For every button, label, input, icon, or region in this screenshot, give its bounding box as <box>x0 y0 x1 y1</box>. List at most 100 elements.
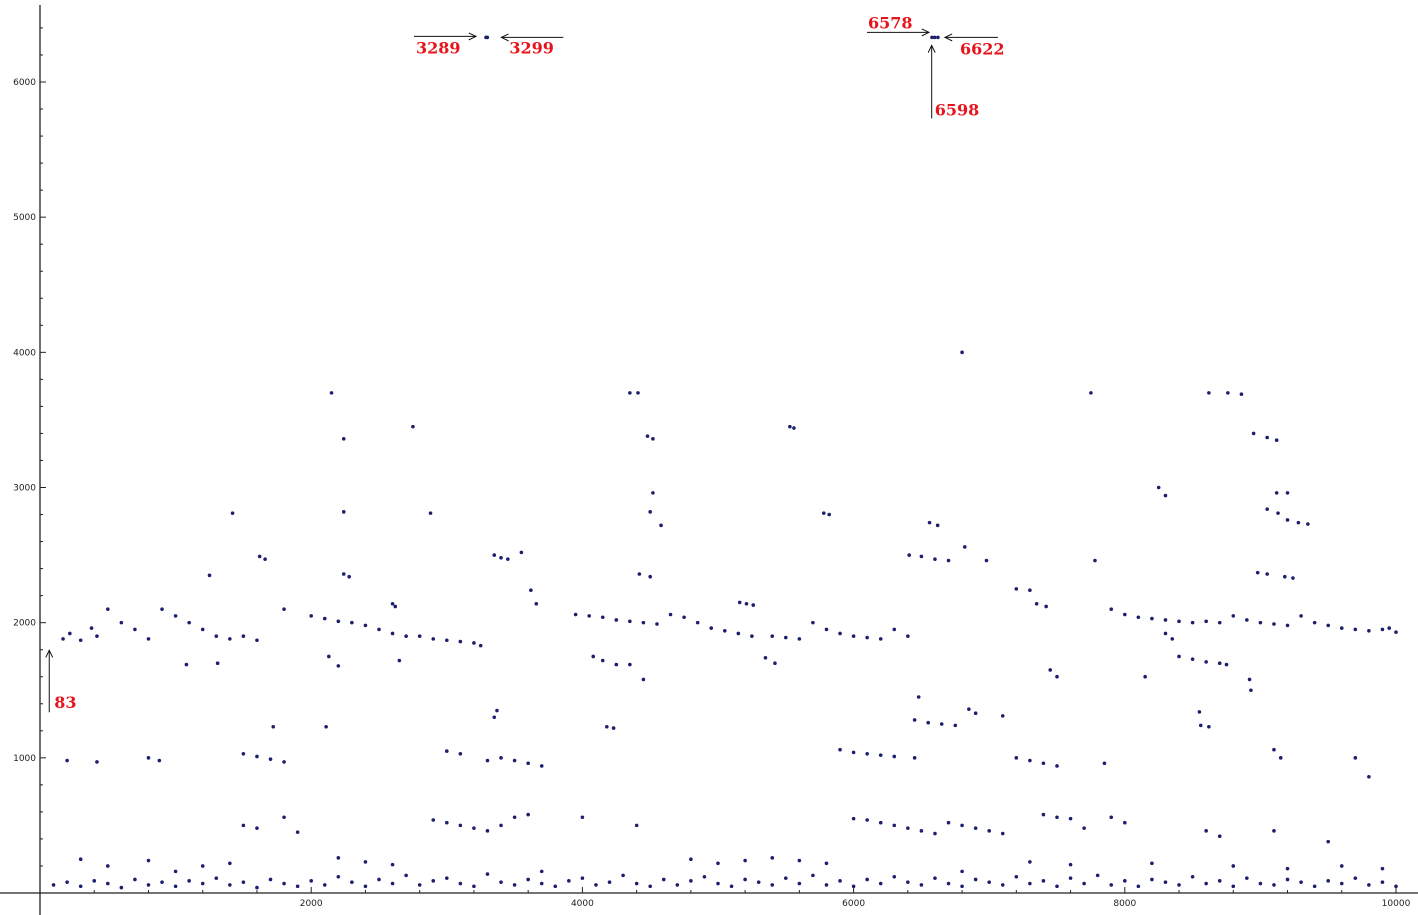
data-point <box>1177 654 1181 659</box>
data-point <box>645 434 650 438</box>
x-tick-label: 4000 <box>571 899 594 909</box>
data-point <box>1068 876 1073 880</box>
data-point <box>1028 860 1032 864</box>
data-point <box>119 885 124 890</box>
data-point <box>591 654 596 659</box>
data-point <box>1247 677 1252 682</box>
data-point <box>1285 518 1290 522</box>
data-point <box>1109 815 1114 820</box>
data-point <box>770 856 775 860</box>
data-point <box>1380 866 1385 871</box>
data-point <box>967 707 971 711</box>
data-point <box>1239 392 1244 397</box>
data-point <box>605 724 609 729</box>
data-point <box>661 877 666 882</box>
data-point <box>397 658 402 663</box>
data-point <box>1265 435 1269 440</box>
data-point <box>973 826 978 830</box>
data-point <box>1109 883 1114 887</box>
data-point <box>1034 601 1039 606</box>
data-point <box>499 555 503 560</box>
data-point <box>919 883 924 887</box>
data-point <box>744 601 749 606</box>
data-point <box>106 864 110 868</box>
data-point <box>797 881 802 886</box>
data-point <box>1055 674 1059 679</box>
data-point <box>1123 820 1127 825</box>
data-point <box>51 883 56 887</box>
data-point <box>89 626 94 630</box>
data-point <box>729 884 734 889</box>
data-point <box>350 620 354 625</box>
data-point <box>1285 866 1290 871</box>
data-point <box>1000 714 1005 718</box>
data-point <box>1123 879 1127 883</box>
data-point <box>824 861 829 866</box>
data-point <box>1272 883 1276 887</box>
data-point <box>257 554 262 559</box>
data-point <box>838 631 842 636</box>
data-point <box>878 637 883 641</box>
data-point <box>600 658 605 663</box>
data-point <box>1231 614 1236 618</box>
data-point <box>1326 839 1330 844</box>
y-tick-label: 2000 <box>13 619 36 629</box>
data-point <box>1258 620 1263 625</box>
data-point <box>1274 491 1279 495</box>
data-point <box>1380 627 1385 632</box>
annotation-arrowhead <box>45 649 54 658</box>
data-point <box>1274 438 1279 442</box>
annotation-label: 83 <box>54 693 76 712</box>
data-point <box>1095 873 1100 878</box>
x-tick-label: 6000 <box>842 899 865 909</box>
data-point <box>1326 623 1330 628</box>
data-point <box>268 757 273 761</box>
data-point <box>336 664 341 668</box>
data-point <box>526 761 530 766</box>
data-point <box>393 604 398 609</box>
data-point <box>1163 880 1168 884</box>
y-tick-label: 1000 <box>13 754 36 764</box>
data-point <box>282 607 286 611</box>
data-point <box>485 758 490 763</box>
data-point <box>821 511 826 515</box>
data-point <box>935 523 940 528</box>
data-point <box>1000 831 1005 836</box>
data-point <box>133 877 137 882</box>
data-point <box>341 510 346 514</box>
data-point <box>1143 674 1147 679</box>
data-point <box>173 614 178 618</box>
data-point <box>187 879 191 883</box>
data-point <box>207 573 212 578</box>
data-point <box>573 612 578 617</box>
data-point <box>763 656 768 660</box>
data-point <box>1041 879 1046 883</box>
data-point <box>743 858 747 863</box>
data-point <box>1265 507 1269 511</box>
data-point <box>133 627 137 632</box>
data-point <box>636 391 640 395</box>
data-point <box>689 857 693 862</box>
data-point <box>960 350 964 355</box>
data-point <box>214 634 219 638</box>
data-point <box>1285 491 1290 495</box>
data-point <box>614 662 619 667</box>
data-point <box>1028 588 1032 593</box>
data-point <box>184 662 189 667</box>
data-point <box>614 618 619 622</box>
data-point <box>621 873 625 878</box>
data-point <box>526 812 530 817</box>
data-point <box>341 572 346 576</box>
data-point <box>689 879 693 883</box>
data-point <box>634 823 639 828</box>
data-point <box>1204 829 1208 833</box>
data-point <box>1204 660 1208 664</box>
data-point <box>1190 874 1195 879</box>
data-point <box>960 823 964 828</box>
data-point <box>1089 391 1093 395</box>
data-point <box>526 877 530 882</box>
x-tick-label: 10000 <box>1382 899 1411 909</box>
data-point <box>200 864 205 868</box>
data-point <box>1394 630 1398 634</box>
data-point <box>743 877 747 882</box>
